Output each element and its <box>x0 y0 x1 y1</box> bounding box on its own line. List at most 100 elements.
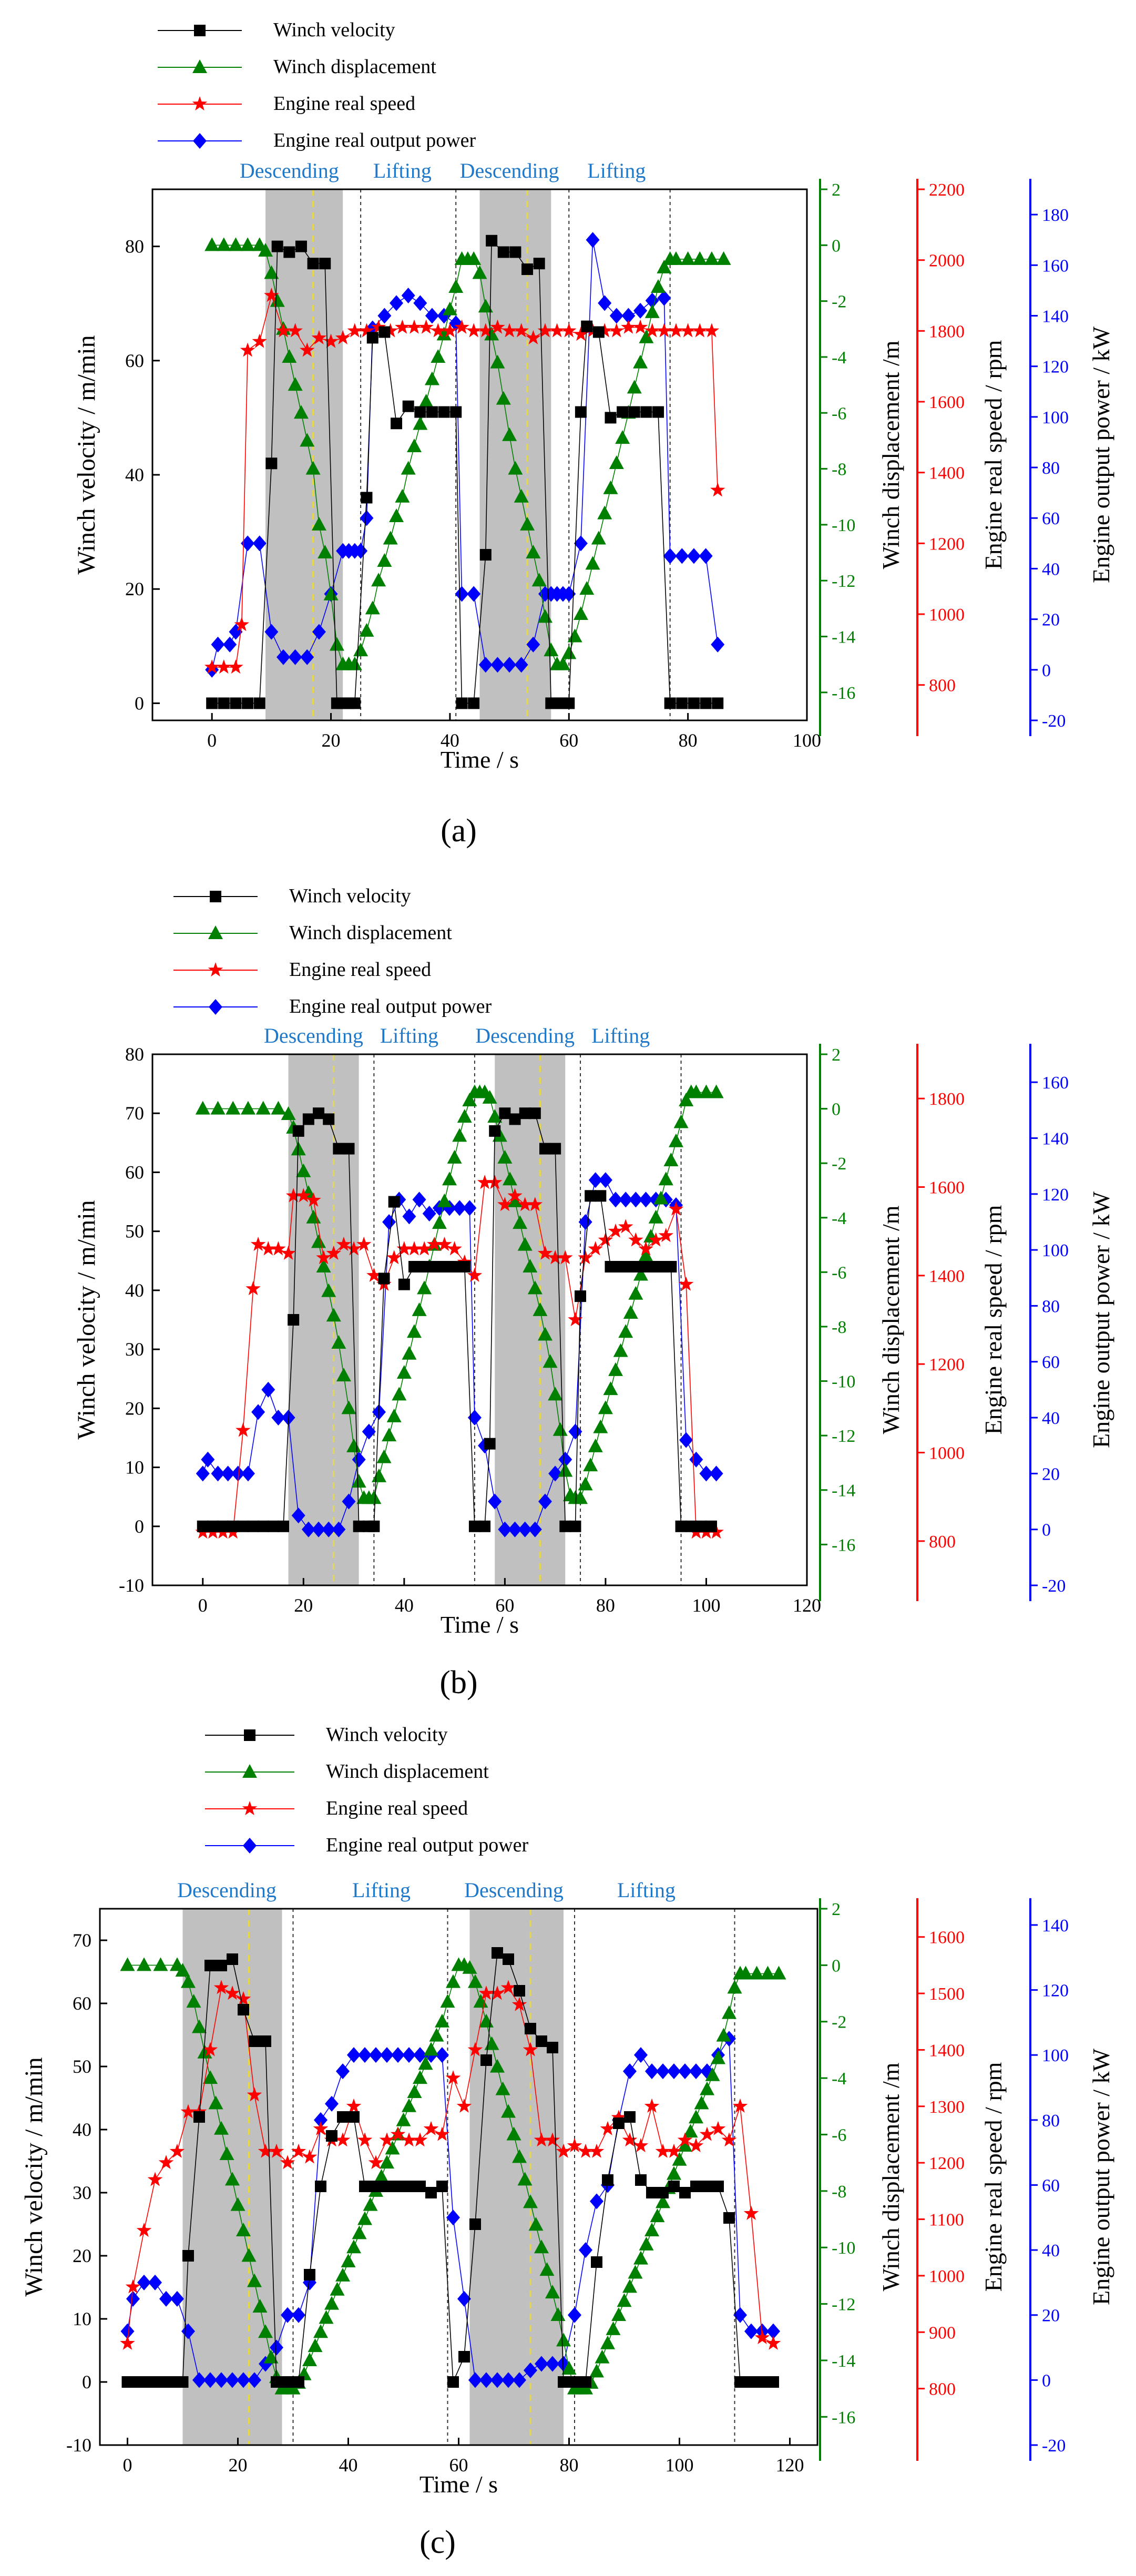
legend-label: Winch velocity <box>289 885 411 907</box>
velocity-tick-label: 10 <box>125 1457 144 1478</box>
velocity-point <box>418 1261 431 1272</box>
power-point <box>490 657 505 673</box>
speed-point <box>247 2087 262 2102</box>
speed-point <box>180 2104 196 2119</box>
speed-tick-label: 1200 <box>929 2154 965 2173</box>
legend-label: Engine real output power <box>326 1834 529 1856</box>
velocity-tick-label: 30 <box>73 2182 91 2203</box>
speed-tick-label: 800 <box>929 1532 956 1552</box>
velocity-point <box>265 457 278 470</box>
velocity-point <box>353 1520 365 1532</box>
displacement-point <box>644 304 660 318</box>
power-point <box>490 2372 504 2388</box>
displacement-point <box>195 1101 210 1115</box>
displacement-point <box>689 1084 704 1098</box>
displacement-point <box>657 259 672 273</box>
speed-point <box>291 2143 306 2158</box>
velocity-point <box>450 406 462 418</box>
displacement-point <box>440 1994 455 2008</box>
displacement-point <box>380 2155 394 2169</box>
displacement-point <box>329 637 344 651</box>
displacement-point <box>600 2335 615 2349</box>
power-point <box>382 1214 396 1230</box>
displacement-point <box>501 2104 516 2118</box>
speed-tick-label: 1600 <box>929 1928 965 1948</box>
displacement-point <box>555 656 570 670</box>
displacement-point <box>533 1302 548 1316</box>
velocity-point <box>428 1261 441 1272</box>
speed-tick-label: 1600 <box>929 1178 965 1198</box>
velocity-point <box>182 2250 194 2262</box>
displacement-point <box>281 1106 296 1120</box>
displacement-point <box>392 1387 407 1401</box>
displacement-point <box>431 349 446 363</box>
velocity-point <box>486 235 498 247</box>
speed-point <box>202 2042 218 2056</box>
speed-point <box>573 327 589 341</box>
speed-point <box>213 1980 229 1994</box>
legend-marker <box>192 59 207 73</box>
velocity-point <box>323 1113 335 1125</box>
displacement-point <box>573 606 588 620</box>
power-point <box>574 535 588 552</box>
displacement-point <box>446 1974 460 1988</box>
power-tick-label: 20 <box>1042 2306 1060 2326</box>
velocity-point <box>635 2174 647 2186</box>
displacement-point <box>639 2236 654 2251</box>
displacement-point <box>401 461 416 475</box>
velocity-point <box>425 2187 437 2198</box>
displacement-point <box>226 1101 241 1115</box>
displacement-point <box>606 2321 621 2335</box>
speed-point <box>622 2132 638 2147</box>
velocity-point <box>426 406 438 418</box>
power-point <box>401 288 415 303</box>
velocity-tick-label: 60 <box>125 1162 144 1183</box>
displacement-axis-title: Winch displacement /m <box>877 1205 904 1434</box>
displacement-point <box>302 2352 317 2366</box>
phase-label: Descending <box>464 1878 564 1902</box>
velocity-point <box>581 320 593 332</box>
speed-point <box>547 1250 563 1265</box>
power-point <box>598 295 612 311</box>
displacement-point <box>192 2019 207 2033</box>
power-point <box>609 1192 623 1208</box>
power-point <box>514 657 528 673</box>
velocity-point <box>361 492 373 504</box>
power-point <box>362 1423 376 1440</box>
displacement-point <box>383 531 398 545</box>
velocity-point <box>403 2181 415 2192</box>
displacement-point <box>496 391 511 405</box>
velocity-point <box>503 1953 514 1965</box>
velocity-tick-label: 70 <box>73 1930 91 1951</box>
plot-frame <box>151 188 808 721</box>
displacement-point <box>705 2067 720 2081</box>
speed-point <box>216 659 232 674</box>
speed-tick-label: 1400 <box>929 464 965 483</box>
velocity-tick-label: 0 <box>135 1516 144 1537</box>
displacement-point <box>311 516 326 531</box>
displacement-tick-label: -14 <box>832 628 855 647</box>
power-point <box>237 2372 250 2388</box>
power-point <box>192 2372 206 2388</box>
power-tick-label: 140 <box>1042 307 1069 326</box>
speed-point <box>754 2330 770 2345</box>
power-point <box>322 1521 336 1538</box>
phase-label: Lifting <box>591 1024 650 1047</box>
speed-point <box>497 1197 513 1211</box>
speed-point <box>366 1267 382 1282</box>
displacement-tick-label: -2 <box>832 2013 846 2032</box>
speed-axis-title: Engine real speed / rpm <box>980 1205 1007 1434</box>
displacement-point <box>558 1463 573 1477</box>
power-point <box>252 535 267 552</box>
power-point <box>291 1508 305 1524</box>
power-point <box>503 657 517 673</box>
legend-label: Winch displacement <box>326 1760 489 1783</box>
speed-point <box>288 323 303 338</box>
displacement-tick-label: 2 <box>832 180 841 200</box>
power-tick-label: 140 <box>1042 1129 1069 1148</box>
power-point <box>619 1192 633 1208</box>
displacement-point <box>429 2028 444 2042</box>
velocity-point <box>615 1261 627 1272</box>
speed-point <box>478 1986 494 2000</box>
displacement-point <box>539 2262 555 2276</box>
